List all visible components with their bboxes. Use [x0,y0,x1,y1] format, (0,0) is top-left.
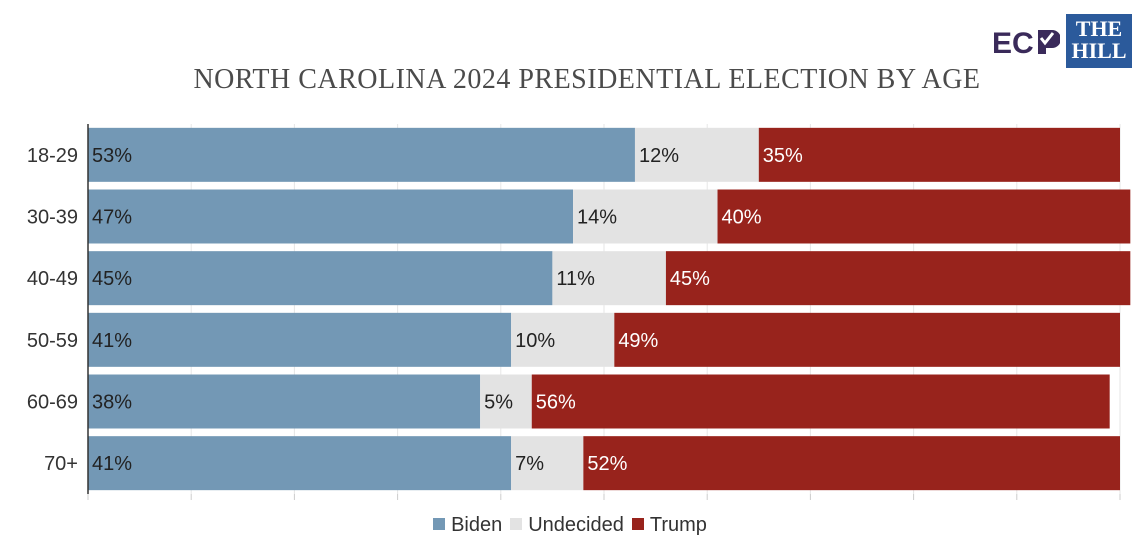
legend-label: Undecided [528,514,624,536]
bar-undecided [573,189,718,244]
data-label-trump: 40% [722,207,762,229]
legend-item-trump: Trump [631,514,707,537]
legend-item-undecided: Undecided [510,514,624,537]
bar-trump [758,127,1120,182]
bar-biden [88,374,481,429]
bar-trump [531,374,1110,429]
bar-trump [614,312,1120,367]
bar-undecided [552,251,666,306]
bar-trump [717,189,1131,244]
category-label: 50-59 [27,330,78,352]
data-label-biden: 53% [92,145,132,167]
the-hill-logo-line2: HILL [1071,38,1127,63]
legend-label: Trump [649,514,707,536]
bar-biden [88,251,553,306]
data-label-undecided: 5% [484,392,513,414]
bar-biden [88,436,512,491]
bar-trump [583,436,1120,491]
data-label-trump: 52% [587,453,627,475]
bar-biden [88,189,574,244]
data-label-biden: 38% [92,392,132,414]
bar-undecided [480,374,532,429]
legend-label: Biden [451,514,503,536]
the-hill-logo: THE HILL [1066,14,1132,68]
bar-biden [88,312,512,367]
data-label-biden: 45% [92,268,132,290]
data-label-trump: 45% [670,268,710,290]
data-label-undecided: 10% [515,330,555,352]
bar-undecided [634,127,759,182]
data-label-biden: 41% [92,453,132,475]
legend-item-biden: Biden [433,514,502,537]
category-label: 70+ [44,453,78,475]
data-label-trump: 35% [763,145,803,167]
data-label-biden: 41% [92,330,132,352]
category-label: 60-69 [27,392,78,414]
legend: Biden Undecided Trump [0,514,1140,537]
data-label-undecided: 7% [515,453,544,475]
chart-title: NORTH CAROLINA 2024 PRESIDENTIAL ELECTIO… [193,64,981,95]
data-label-biden: 47% [92,207,132,229]
legend-swatch [510,518,523,530]
data-label-trump: 56% [536,392,576,414]
bar-undecided [511,312,615,367]
data-label-undecided: 12% [639,145,679,167]
bar-undecided [511,436,584,491]
category-label: 18-29 [27,145,78,167]
legend-swatch [631,518,644,530]
data-label-trump: 49% [618,330,658,352]
bar-biden [88,127,635,182]
the-hill-logo-line1: THE [1075,16,1123,41]
legend-swatch [433,518,446,530]
bar-trump [665,251,1131,306]
category-label: 40-49 [27,268,78,290]
ecp-logo: EC [992,27,1060,60]
data-label-undecided: 14% [577,207,617,229]
svg-text:EC: EC [992,27,1034,60]
data-label-undecided: 11% [556,268,595,290]
category-label: 30-39 [27,207,78,229]
